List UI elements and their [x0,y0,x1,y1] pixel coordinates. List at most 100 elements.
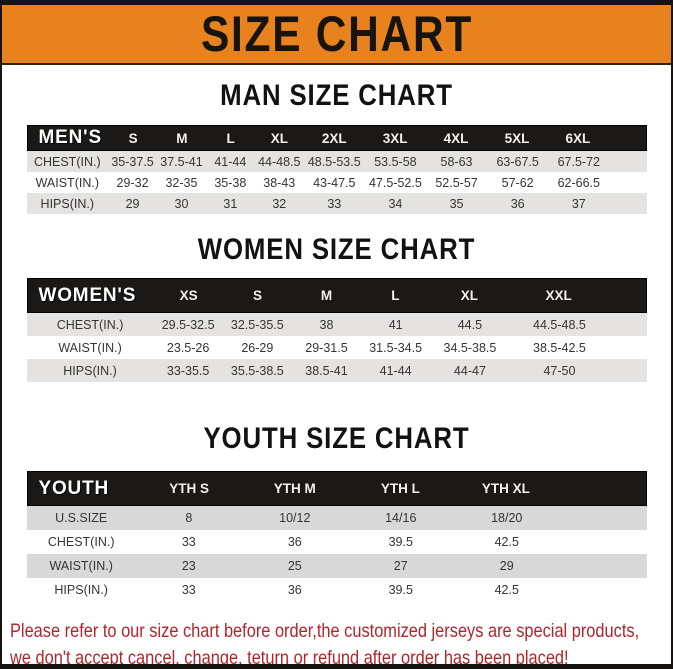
table-row-cell: 35.5-38.5 [230,363,284,378]
table-header-row-cell: XS [179,288,198,303]
table-row-cell: 38.5-41 [305,363,348,378]
table-row-cell: 41-44 [214,154,247,169]
table-row: WAIST(IN.) 23 25 27 29 [26,554,647,578]
table-row-cell: 18/20 [491,511,523,525]
table-header-row-cell: 4XL [443,130,469,146]
table-row-label-cell: WAIST(IN.) [35,175,99,190]
table-row-cell: 29 [499,559,514,573]
table-row-cell: 33-35.5 [166,363,210,378]
table-row-cell: 33 [181,535,196,549]
table-header-row: WOMEN'S XS S M L XL XXL [26,278,647,313]
table-row-cell: 33 [181,583,196,597]
table-row: WAIST(IN.) 29-32 32-35 35-38 38-43 43-47.5 47.… [27,172,647,193]
men-size-section: MAN SIZE CHART MEN'S S M L XL 2XL 3XL 4XL 5XL 6XL… [2,79,671,214]
table-row-cell: 38.5-42.5 [533,340,586,355]
top-border-bar [2,0,671,5]
notice-line-1: Please refer to our size chart before or… [10,620,640,642]
table-row-cell: 31 [223,196,238,211]
table-row-cell: 8 [185,511,193,525]
table-header-row-cell: YTH M [273,481,316,496]
table-row-cell: 53.5-58 [374,154,417,169]
table-row-cell: 44.5 [457,317,483,332]
table-row-cell: 44.5-48.5 [533,317,586,332]
table-row: CHEST(IN.) 33 36 39.5 42.5 [27,530,647,554]
table-row-label-cell: WAIST(IN.) [49,559,113,573]
table-row-cell: 35-38 [214,175,247,190]
page-title: SIZE CHART [200,6,473,62]
table-header-row-cell: XXL [545,288,572,303]
table-header-row-label-cell: WOMEN'S [38,284,137,306]
table-row-label-cell: HIPS(IN.) [40,196,95,211]
table-header-row-cell: 3XL [382,130,408,146]
table-row: HIPS(IN.) 33 36 39.5 42.5 [27,578,647,602]
men-section-title: MAN SIZE CHART [220,79,453,112]
table-row-cell: 36 [287,535,302,549]
table-row-cell: 37.5-41 [160,154,203,169]
table-row-cell: 14/16 [385,511,417,525]
table-row-cell: 47-50 [543,363,576,378]
table-row-cell: 32.5-35.5 [230,317,284,332]
table-row-cell: 57-62 [501,175,534,190]
table-row: U.S.SIZE 8 10/12 14/16 18/20 [26,506,647,530]
table-row-label-cell: U.S.SIZE [55,511,108,525]
youth-size-table: YOUTH YTH S YTH M YTH L YTH XL U.S.SIZE 8 10/12… [26,471,647,602]
table-row: WAIST(IN.) 23.5-26 26-29 29-31.5 31.5-34.5 34… [27,336,647,359]
table-header-row-cell: L [226,130,235,146]
table-row-cell: 37 [571,196,586,211]
table-row-cell: 42.5 [494,535,519,549]
table-row-cell: 39.5 [388,535,413,549]
table-row-cell: 44-48.5 [258,154,301,169]
table-row-cell: 41-44 [379,363,412,378]
table-row-cell: 30 [174,196,189,211]
table-row-cell: 29 [125,196,140,211]
table-row-label-cell: HIPS(IN.) [54,583,108,597]
table-header-row-cell: YTH L [380,481,420,496]
youth-section-title: YOUTH SIZE CHART [203,422,470,455]
table-row-cell: 10/12 [279,511,311,525]
table-header-row-cell: S [128,130,138,146]
table-row-cell: 38 [319,317,334,332]
table-header-row-cell: L [391,288,400,303]
table-row-label-cell: CHEST(IN.) [33,154,101,169]
table-header-row-cell: 6XL [565,130,591,146]
table-header-row-cell: 5XL [504,130,530,146]
table-header-row-label-cell: YOUTH [38,477,109,499]
bottom-border-bar [2,664,671,669]
table-header-row-cell: YTH XL [481,481,530,496]
banner: SIZE CHART [2,5,671,65]
table-header-row-cell: M [320,288,333,303]
table-header-row-cell: XL [270,130,289,146]
table-row: HIPS(IN.) 29 30 31 32 33 34 35 36 37 [26,193,647,214]
table-row-cell: 42.5 [494,583,519,597]
table-row-cell: 67.5-72 [557,154,600,169]
youth-size-section: YOUTH SIZE CHART YOUTH YTH S YTH M YTH L YTH… [2,422,671,602]
table-row-cell: 38-43 [263,175,296,190]
women-section-title: WOMEN SIZE CHART [197,233,476,266]
table-header-row-cell: S [253,288,263,303]
table-row-cell: 29.5-32.5 [161,317,215,332]
women-size-section: WOMEN SIZE CHART WOMEN'S XS S M L XL XXL CHEST(… [2,233,671,382]
table-row-cell: 32-35 [165,175,198,190]
table-header-row-cell: 2XL [321,130,347,146]
table-row-cell: 39.5 [388,583,413,597]
table-row-cell: 35-37.5 [111,154,154,169]
table-row: CHEST(IN.) 29.5-32.5 32.5-35.5 38 41 44.5 44.5… [26,313,647,336]
table-row-label-cell: CHEST(IN.) [56,317,124,332]
table-row-cell: 32 [272,196,287,211]
table-row-cell: 29-31.5 [305,340,348,355]
table-row: HIPS(IN.) 33-35.5 35.5-38.5 38.5-41 41-44 44-… [26,359,647,382]
table-row-label-cell: HIPS(IN.) [63,363,117,378]
table-row-cell: 34.5-38.5 [443,340,497,355]
order-notice: Please refer to our size chart before or… [2,618,671,669]
table-row-cell: 58-63 [440,154,473,169]
table-row-cell: 23.5-26 [166,340,210,355]
table-row-cell: 47.5-52.5 [368,175,422,190]
table-row-cell: 44-47 [453,363,486,378]
table-row-cell: 48.5-53.5 [307,154,361,169]
table-row-label-cell: WAIST(IN.) [58,340,122,355]
table-row-cell: 41 [388,317,403,332]
table-row: CHEST(IN.) 35-37.5 37.5-41 41-44 44-48.5 48.5… [26,151,647,172]
table-row-cell: 29-32 [116,175,149,190]
table-row-cell: 31.5-34.5 [369,340,423,355]
